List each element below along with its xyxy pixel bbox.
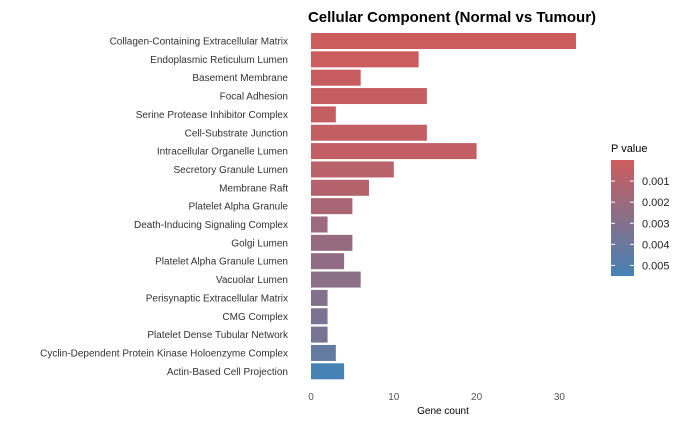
category-label: Platelet Alpha Granule <box>188 202 288 213</box>
bar <box>311 51 419 67</box>
category-label: Intracellular Organelle Lumen <box>157 147 288 158</box>
bar <box>311 345 336 361</box>
category-label: Collagen-Containing Extracellular Matrix <box>110 37 288 48</box>
bar <box>311 70 361 86</box>
category-label: Membrane Raft <box>219 183 288 194</box>
bar <box>311 253 344 269</box>
category-label: Vacuolar Lumen <box>216 275 288 286</box>
legend-tick-label: 0.003 <box>642 218 670 230</box>
category-label: Platelet Dense Tubular Network <box>147 330 289 341</box>
chart-title: Cellular Component (Normal vs Tumour) <box>308 9 596 26</box>
x-tick-label: 30 <box>554 392 566 403</box>
legend-tick-label: 0.004 <box>642 239 670 251</box>
category-label: Endoplasmic Reticulum Lumen <box>150 55 288 66</box>
bar <box>311 272 361 288</box>
bar <box>311 290 328 306</box>
bar <box>311 327 328 343</box>
bars <box>311 33 576 379</box>
bar <box>311 198 352 214</box>
legend-tick-label: 0.002 <box>642 197 670 209</box>
category-label: CMG Complex <box>222 312 288 323</box>
bar <box>311 88 427 104</box>
bar <box>311 125 427 141</box>
category-label: Cell-Substrate Junction <box>185 128 288 139</box>
x-tick-label: 20 <box>471 392 483 403</box>
color-legend: P value 0.001 0.002 0.003 0.004 0.005 <box>611 143 670 276</box>
legend-title: P value <box>611 143 648 155</box>
bar <box>311 363 344 379</box>
legend-colorbar <box>611 160 634 276</box>
x-axis-ticks: 0 10 20 30 <box>308 392 565 403</box>
bar <box>311 106 336 122</box>
x-tick-label: 10 <box>388 392 400 403</box>
category-labels: Collagen-Containing Extracellular Matrix… <box>40 37 289 378</box>
bar <box>311 33 576 49</box>
category-label: Secretory Granule Lumen <box>173 165 288 176</box>
category-label: Basement Membrane <box>192 73 288 84</box>
category-label: Serine Protease Inhibitor Complex <box>136 110 288 121</box>
bar <box>311 161 394 177</box>
legend-tick-label: 0.001 <box>642 176 670 188</box>
category-label: Perisynaptic Extracellular Matrix <box>146 293 288 304</box>
category-label: Actin-Based Cell Projection <box>167 367 288 378</box>
bar <box>311 217 328 233</box>
category-label: Golgi Lumen <box>231 238 288 249</box>
bar <box>311 308 328 324</box>
category-label: Cyclin-Dependent Protein Kinase Holoenzy… <box>40 348 288 359</box>
x-axis-title: Gene count <box>417 406 469 417</box>
bar <box>311 235 352 251</box>
bar <box>311 180 369 196</box>
bar <box>311 143 477 159</box>
x-tick-label: 0 <box>308 392 314 403</box>
legend-tick-label: 0.005 <box>642 260 670 272</box>
category-label: Focal Adhesion <box>220 92 288 103</box>
category-label: Death-Inducing Signaling Complex <box>134 220 288 231</box>
category-label: Platelet Alpha Granule Lumen <box>155 257 288 268</box>
